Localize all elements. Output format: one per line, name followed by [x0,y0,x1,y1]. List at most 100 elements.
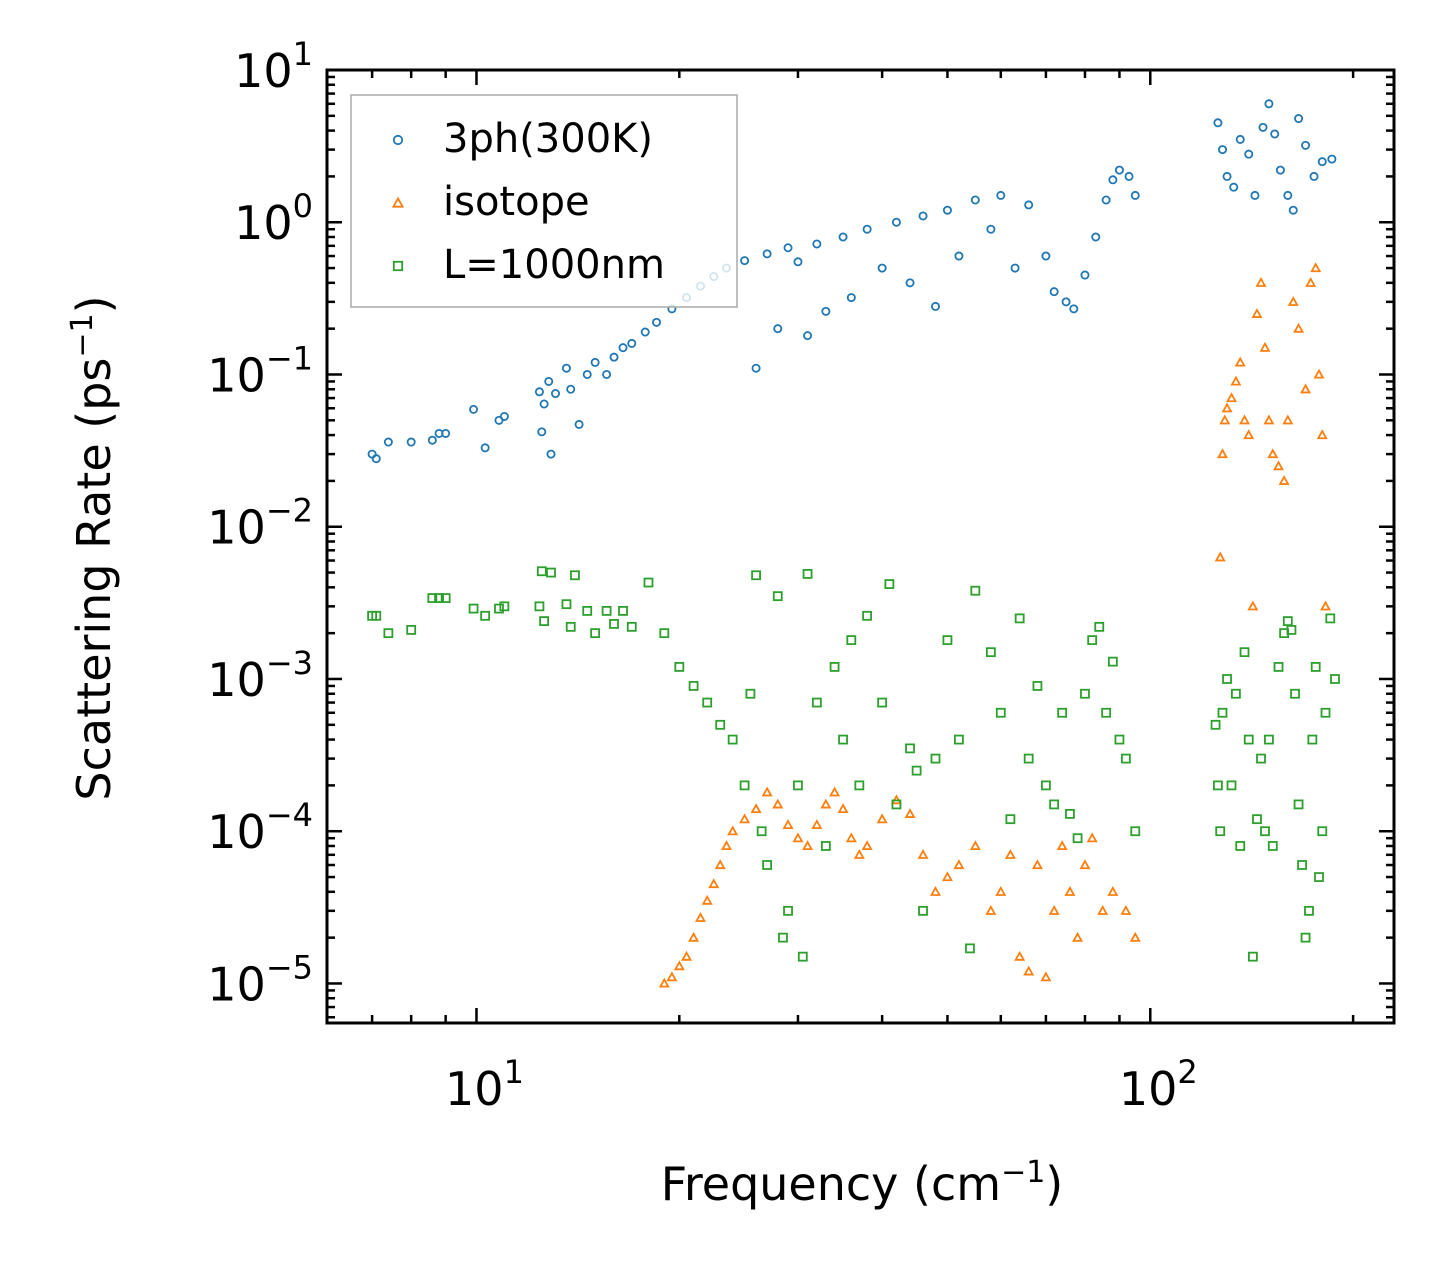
data-point [688,931,700,942]
data-point [1250,190,1260,200]
data-point [1287,296,1299,306]
data-point [853,848,865,859]
data-point [406,625,417,635]
data-point [1120,905,1132,915]
tick-label-exponent: −3 [266,644,313,682]
data-point [1258,122,1268,132]
data-point [590,628,601,639]
data-point [930,885,941,896]
data-point [761,786,773,797]
data-point [969,840,981,851]
data-point [1222,171,1232,181]
data-point [985,905,997,915]
data-point [1317,826,1328,837]
data-point [1014,950,1026,961]
data-point [561,363,571,373]
data-point [1260,826,1270,837]
data-point [1107,656,1118,667]
data-point [1217,707,1228,718]
data-point [1290,688,1300,699]
data-point [970,585,981,596]
data-point [546,449,556,459]
data-point [1256,753,1266,764]
data-point [904,808,916,818]
data-point [537,427,547,437]
data-point [1032,681,1043,691]
data-point [688,681,699,691]
data-point [609,352,619,362]
data-point [721,840,732,851]
data-point [820,798,832,809]
data-point [1282,414,1294,425]
data-point [1316,429,1328,440]
data-point [1283,190,1293,200]
data-point [1114,165,1124,175]
data-point [626,621,637,632]
data-point [499,601,510,612]
data-point [838,734,848,745]
data-point [1264,99,1274,109]
data-point [905,743,915,754]
data-point [640,327,650,337]
data-point [499,411,509,421]
data-point [383,437,393,447]
data-point [627,338,637,348]
data-point [727,734,738,745]
tick-label-base: 10 [234,196,293,250]
data-point [1072,833,1083,844]
data-point [846,635,857,646]
data-point [1040,971,1052,982]
series-2 [367,566,1340,962]
data-point [602,369,612,379]
data-point [750,803,762,814]
data-point [772,591,783,602]
data-point [440,593,451,603]
data-point [1114,734,1125,745]
data-point [884,579,895,589]
data-point [383,628,394,639]
data-point [837,803,849,814]
data-point [829,786,841,797]
tick-label-exponent: 1 [504,1053,524,1091]
data-point [1107,885,1119,896]
data-point [802,569,813,579]
legend-markers [391,134,405,272]
data-point [1293,799,1304,810]
tick-label-base: 10 [207,348,266,402]
data-point [727,825,739,836]
tick-label-exponent: −5 [266,948,313,986]
data-point [618,606,628,616]
data-point [534,601,545,612]
data-point [861,840,873,851]
data-point [1273,662,1284,672]
data-point [1327,154,1337,164]
data-point [1317,157,1327,167]
tick-label-base: 10 [207,653,266,707]
data-point [783,243,793,253]
data-point [941,871,953,882]
y-axis-label: Scattering Rate (ps−1) [65,295,121,800]
data-point [643,577,654,588]
data-point [1305,277,1317,287]
data-point [658,977,670,988]
data-point [1056,840,1068,851]
tick-label-base: 10 [207,501,266,555]
plot-frame [325,68,1396,1025]
data-point [793,257,803,267]
data-point [427,593,438,603]
data-point [1072,931,1084,942]
data-point [708,878,720,889]
data-point [1294,114,1304,124]
data-point [1229,182,1239,192]
data-point [494,603,504,614]
data-point [536,566,547,577]
data-point [1247,600,1259,611]
data-point [1023,965,1035,976]
data-point [739,813,751,824]
data-point [1210,719,1221,730]
data-point [1263,414,1275,425]
data-point [918,211,928,221]
plot-marks [367,99,1340,988]
data-point [1264,734,1274,745]
data-point [930,753,941,764]
